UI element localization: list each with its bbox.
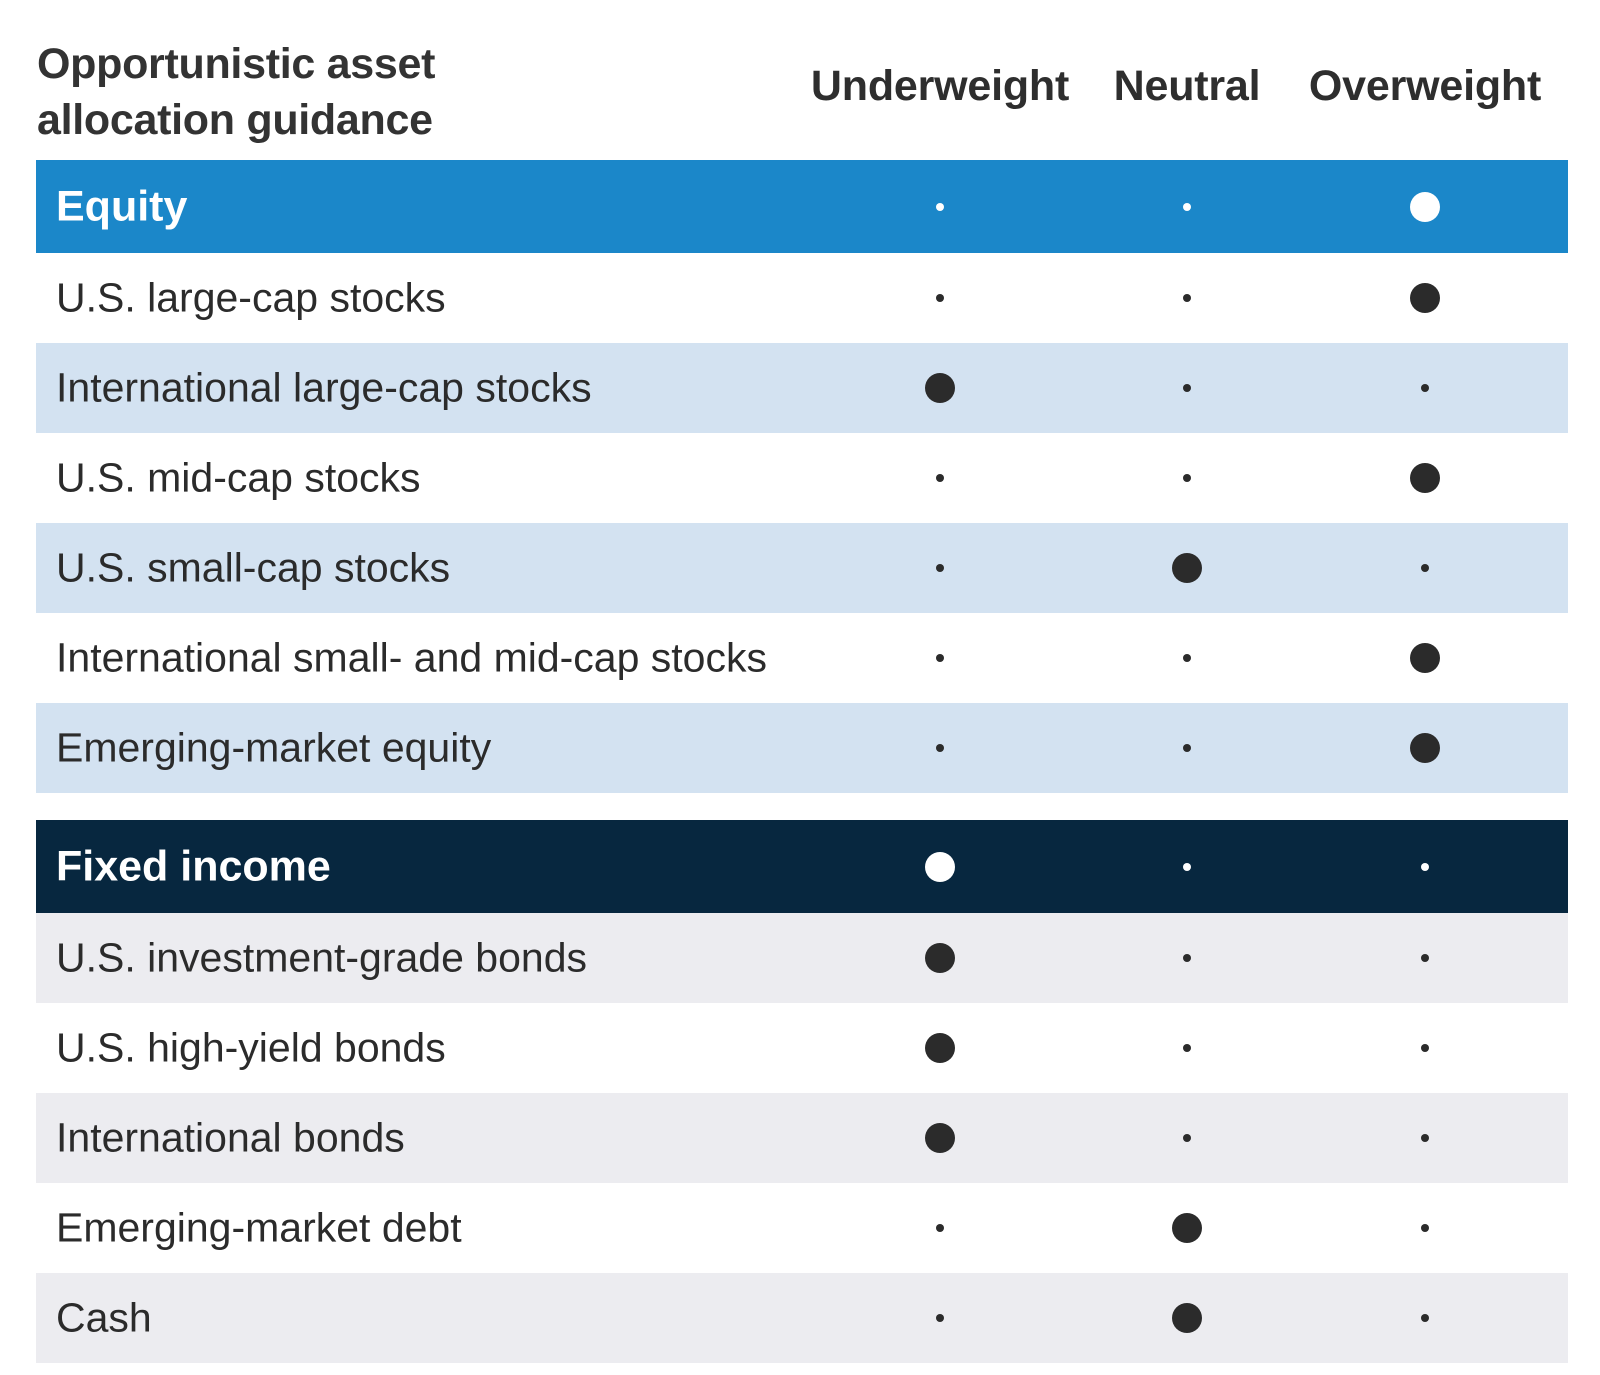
table-row: Emerging-market equity	[36, 703, 1568, 793]
rating-empty-dot-overweight	[1421, 1314, 1429, 1322]
row-label: Emerging-market equity	[56, 724, 492, 771]
table-row: Cash	[36, 1273, 1568, 1363]
table-row: U.S. small-cap stocks	[36, 523, 1568, 613]
rating-empty-dot-overweight	[1421, 862, 1429, 871]
rating-empty-dot-neutral	[1183, 384, 1191, 392]
row-label: U.S. large-cap stocks	[56, 274, 446, 321]
rating-selected-dot-underweight	[925, 1123, 955, 1153]
table-row: U.S. investment-grade bonds	[36, 913, 1568, 1003]
rating-empty-dot-underweight	[936, 294, 944, 302]
row-label: U.S. mid-cap stocks	[56, 454, 421, 501]
section-label: Equity	[56, 182, 188, 230]
table-row: U.S. mid-cap stocks	[36, 433, 1568, 523]
column-header-overweight: Overweight	[1308, 62, 1542, 110]
row-label: International bonds	[56, 1114, 405, 1161]
table-row: International large-cap stocks	[36, 343, 1568, 433]
rating-empty-dot-underweight	[936, 1314, 944, 1322]
rating-selected-dot-neutral	[1172, 1303, 1202, 1333]
row-label: International large-cap stocks	[56, 364, 592, 411]
table-row: International small- and mid-cap stocks	[36, 613, 1568, 703]
rating-empty-dot-underweight	[936, 744, 944, 752]
rating-empty-dot-overweight	[1421, 384, 1429, 392]
row-label: Emerging-market debt	[56, 1204, 462, 1251]
title-line-1: Opportunistic asset	[37, 40, 436, 88]
rating-empty-dot-neutral	[1183, 954, 1191, 962]
rating-empty-dot-neutral	[1183, 294, 1191, 302]
rating-selected-dot-underweight	[925, 373, 955, 403]
table-row: U.S. large-cap stocks	[36, 253, 1568, 343]
rating-empty-dot-neutral	[1183, 744, 1191, 752]
section-label: Fixed income	[56, 842, 331, 890]
row-label: International small- and mid-cap stocks	[56, 634, 767, 681]
table-row: U.S. high-yield bonds	[36, 1003, 1568, 1093]
rating-empty-dot-overweight	[1421, 1224, 1429, 1232]
section-header-fixed-income: Fixed income	[36, 820, 1568, 913]
rating-empty-dot-neutral	[1183, 202, 1191, 211]
table-row: Emerging-market debt	[36, 1183, 1568, 1273]
rating-selected-dot-overweight	[1410, 733, 1440, 763]
rating-empty-dot-neutral	[1183, 1134, 1191, 1142]
column-header-neutral: Neutral	[1113, 62, 1261, 110]
rating-selected-dot-overweight	[1410, 191, 1440, 222]
row-label: U.S. investment-grade bonds	[56, 934, 587, 981]
table-title: Opportunistic asset allocation guidance	[37, 36, 435, 148]
equity-section: Equity U.S. large-cap stocks Internation…	[36, 160, 1568, 793]
rating-empty-dot-underweight	[936, 474, 944, 482]
rating-empty-dot-underweight	[936, 1224, 944, 1232]
rating-empty-dot-neutral	[1183, 862, 1191, 871]
table-row: International bonds	[36, 1093, 1568, 1183]
rating-empty-dot-underweight	[936, 202, 944, 211]
rating-empty-dot-overweight	[1421, 954, 1429, 962]
rating-empty-dot-overweight	[1421, 564, 1429, 572]
rating-selected-dot-neutral	[1172, 1213, 1202, 1243]
rating-selected-dot-underweight	[925, 1033, 955, 1063]
row-label: U.S. small-cap stocks	[56, 544, 451, 591]
rating-selected-dot-overweight	[1410, 463, 1440, 493]
rating-selected-dot-overweight	[1410, 283, 1440, 313]
rating-selected-dot-overweight	[1410, 643, 1440, 673]
fixed-income-section: Fixed income U.S. investment-grade bonds…	[36, 820, 1568, 1363]
row-label: U.S. high-yield bonds	[56, 1024, 446, 1071]
rating-empty-dot-overweight	[1421, 1134, 1429, 1142]
column-header-underweight: Underweight	[810, 62, 1070, 110]
rating-empty-dot-neutral	[1183, 1044, 1191, 1052]
rating-empty-dot-overweight	[1421, 1044, 1429, 1052]
rating-empty-dot-underweight	[936, 564, 944, 572]
rating-empty-dot-neutral	[1183, 654, 1191, 662]
section-header-equity: Equity	[36, 160, 1568, 253]
rating-selected-dot-neutral	[1172, 553, 1202, 583]
title-line-2: allocation guidance	[37, 96, 433, 144]
row-label: Cash	[56, 1294, 152, 1341]
rating-empty-dot-underweight	[936, 654, 944, 662]
rating-selected-dot-underweight	[925, 943, 955, 973]
rating-selected-dot-underweight	[925, 851, 955, 882]
rating-empty-dot-neutral	[1183, 474, 1191, 482]
